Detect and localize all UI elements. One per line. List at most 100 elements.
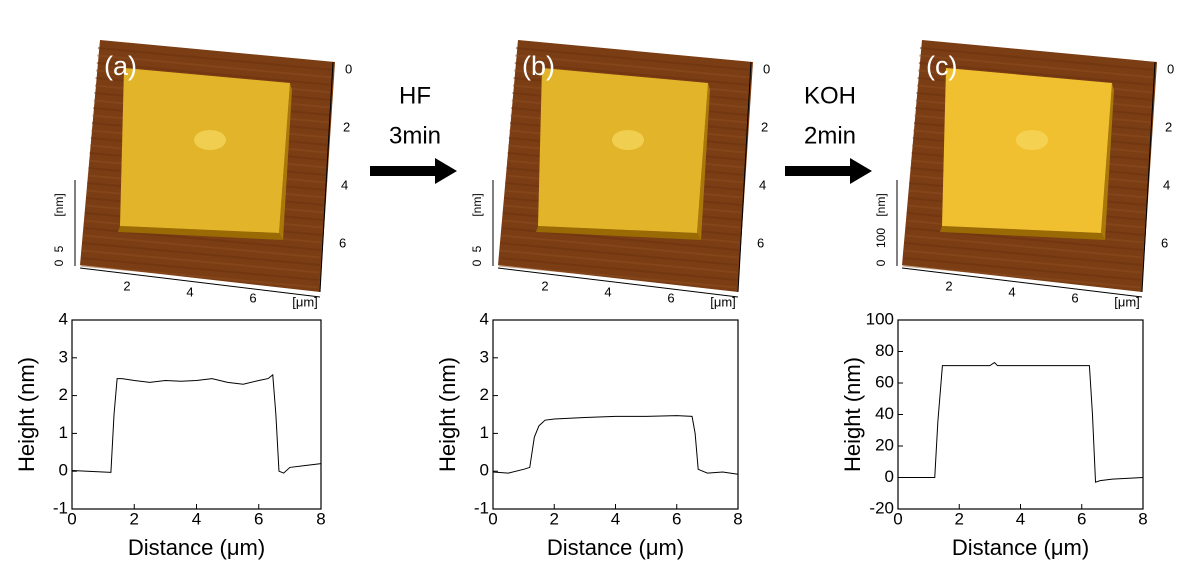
arrow-label: HF	[399, 82, 431, 109]
x-tick-label: 6	[254, 509, 263, 528]
x-tick-label: 2	[550, 509, 559, 528]
x-tick-label: 0	[488, 509, 497, 528]
y-tick-label: 0	[885, 467, 894, 486]
y-tick-label: 2	[480, 385, 489, 404]
afm-axis	[319, 61, 334, 293]
afm-z-unit: [nm]	[470, 193, 484, 216]
x-axis-label: Distance (μm)	[952, 535, 1089, 560]
x-axis-label: Distance (μm)	[128, 535, 265, 560]
afm-x-tick-label: 6	[1071, 290, 1078, 305]
y-tick-label: 2	[59, 385, 68, 404]
afm-z-unit: [nm]	[874, 193, 888, 216]
afm-texture	[904, 234, 1143, 259]
arrow	[370, 158, 457, 184]
afm-texture	[903, 257, 1142, 281]
afm-texture	[903, 249, 1142, 274]
afm-plateau-side	[118, 226, 283, 240]
y-tick-label: -20	[869, 498, 894, 517]
afm-texture	[97, 47, 334, 71]
afm-y-tick-label: 0	[345, 61, 352, 76]
y-tick-label: 3	[480, 347, 489, 366]
afm-z-tick-label: 5	[470, 245, 484, 252]
afm-x-tick-label: 2	[541, 278, 548, 293]
arrow	[785, 158, 872, 184]
afm-plateau-side	[279, 83, 292, 240]
y-tick-label: 4	[59, 309, 68, 328]
afm-texture	[80, 264, 319, 289]
x-tick-label: 8	[733, 509, 742, 528]
afm-y-tick-label: 2	[761, 119, 768, 134]
afm-texture	[97, 54, 333, 79]
afm-plateau-side	[536, 226, 701, 240]
afm-y-tick-label: 4	[1163, 177, 1170, 192]
afm-texture	[500, 242, 739, 266]
afm-image: (a) 0 2 4 6 2 4 6 [μm] [nm] 0 5	[52, 40, 352, 309]
plot-frame	[492, 319, 739, 510]
x-tick-label: 2	[130, 509, 139, 528]
afm-plateau-side	[940, 226, 1105, 240]
afm-z-tick-label: 0	[874, 259, 888, 266]
afm-y-tick-label: 6	[757, 235, 764, 250]
y-tick-label: 60	[875, 372, 894, 391]
afm-texture	[81, 249, 320, 274]
afm-x-unit: [μm]	[292, 294, 318, 309]
afm-plateau	[120, 68, 290, 233]
x-tick-label: 6	[1077, 509, 1086, 528]
y-tick-label: 4	[480, 309, 489, 328]
afm-texture	[919, 47, 1156, 71]
plot-frame	[71, 319, 322, 510]
afm-x-tick-label: 6	[667, 290, 674, 305]
y-tick-label: 20	[875, 435, 894, 454]
afm-x-tick-label: 2	[945, 278, 952, 293]
afm-feature	[1016, 130, 1048, 150]
afm-feature	[612, 130, 644, 150]
afm-z-tick-label: 0	[52, 259, 66, 266]
y-tick-label: 80	[875, 341, 894, 360]
arrow-label: 3min	[389, 122, 441, 149]
arrow-label: 2min	[804, 122, 856, 149]
afm-z-tick-label: 0	[470, 259, 484, 266]
profile-line	[71, 373, 322, 474]
afm-plateau	[538, 68, 708, 233]
afm-texture	[81, 257, 320, 281]
y-axis-label: Height (nm)	[14, 357, 39, 472]
afm-texture	[514, 62, 751, 86]
y-tick-label: -1	[474, 498, 489, 517]
afm-texture	[500, 234, 739, 259]
afm-x-tick-label: 2	[123, 278, 130, 293]
x-tick-label: 6	[672, 509, 681, 528]
afm-plateau-side	[697, 83, 710, 240]
x-tick-label: 8	[316, 509, 325, 528]
afm-plateau	[942, 68, 1112, 233]
afm-texture	[918, 62, 1155, 86]
panel-label: (a)	[104, 51, 137, 81]
afm-y-tick-label: 6	[339, 235, 346, 250]
afm-x-tick-label: 4	[1008, 284, 1015, 299]
x-tick-label: 4	[611, 509, 620, 528]
y-axis-label: Height (nm)	[435, 357, 460, 472]
afm-y-tick-label: 0	[1167, 61, 1174, 76]
afm-texture	[904, 242, 1143, 266]
y-tick-label: 0	[59, 461, 68, 480]
afm-y-tick-label: 4	[341, 177, 348, 192]
x-tick-label: 8	[1138, 509, 1147, 528]
afm-plateau-side	[1101, 83, 1114, 240]
x-tick-label: 2	[955, 509, 964, 528]
y-tick-label: 1	[59, 423, 68, 442]
y-tick-label: 100	[866, 309, 894, 328]
afm-y-tick-label: 2	[1165, 119, 1172, 134]
afm-axis	[1141, 61, 1156, 293]
panel-label: (b)	[522, 51, 555, 81]
y-axis-label: Height (nm)	[840, 357, 865, 472]
arrow-label: KOH	[804, 82, 856, 109]
afm-feature	[194, 130, 226, 150]
afm-texture	[902, 264, 1141, 289]
y-tick-label: 3	[59, 347, 68, 366]
panel-label: (c)	[926, 51, 957, 81]
x-tick-label: 4	[192, 509, 201, 528]
afm-axis	[901, 267, 1143, 298]
afm-texture	[96, 62, 333, 86]
x-tick-label: 4	[1016, 509, 1025, 528]
afm-y-tick-label: 2	[343, 119, 350, 134]
